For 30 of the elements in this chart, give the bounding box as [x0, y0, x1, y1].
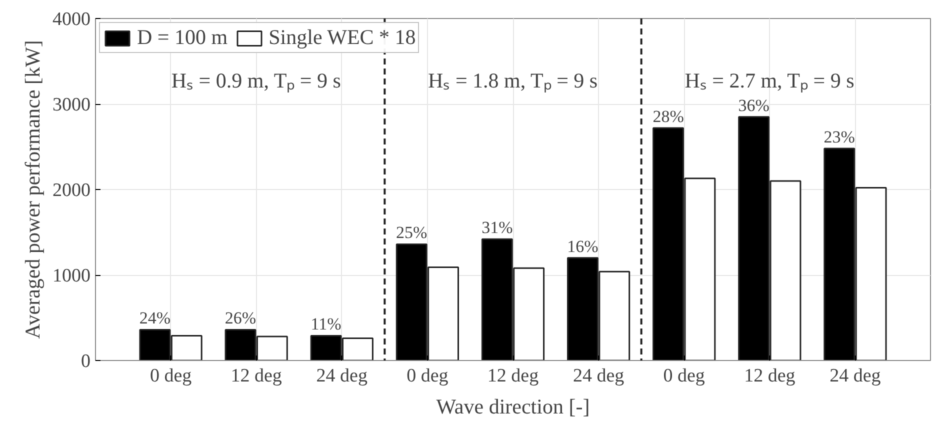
annotation: Hₛ = 1.8 m, Tₚ = 9 s — [428, 68, 598, 94]
y-tick-label: 0 — [81, 351, 90, 372]
x-tick-label: 0 deg — [663, 366, 706, 386]
x-tick-label: 24 deg — [830, 366, 882, 386]
legend-label: D = 100 m — [137, 25, 228, 50]
annotation: 26% — [224, 308, 256, 328]
y-tick-label: 4000 — [52, 9, 90, 30]
annotation: 31% — [482, 218, 513, 238]
y-tick-label: 2000 — [52, 180, 90, 201]
y-axis-title: Averaged power performance [kW] — [20, 40, 44, 339]
x-tick-label: 12 deg — [487, 366, 540, 386]
annotation: 36% — [738, 96, 770, 115]
x-tick-label: 12 deg — [230, 366, 282, 386]
annotation: 24% — [139, 308, 171, 328]
y-tick-label: 1000 — [52, 266, 90, 286]
x-tick-label: 0 deg — [406, 366, 449, 386]
annotation: 25% — [396, 223, 428, 242]
annotation: 16% — [567, 236, 598, 256]
y-tick-label: 3000 — [52, 94, 90, 116]
x-tick-label: 24 deg — [316, 366, 368, 386]
annotation: 28% — [652, 106, 684, 126]
legend-label: Single WEC * 18 — [268, 25, 416, 50]
annotation: Hₛ = 2.7 m, Tₚ = 9 s — [684, 68, 854, 94]
annotation: Hₛ = 0.9 m, Tₚ = 9 s — [171, 68, 341, 94]
annotation: 23% — [824, 127, 855, 146]
x-tick-label: 24 deg — [572, 366, 625, 386]
annotation: 11% — [310, 314, 342, 334]
x-tick-label: 12 deg — [744, 366, 796, 386]
x-tick-label: 0 deg — [150, 366, 192, 386]
x-axis-title: Wave direction [-] — [436, 394, 590, 418]
